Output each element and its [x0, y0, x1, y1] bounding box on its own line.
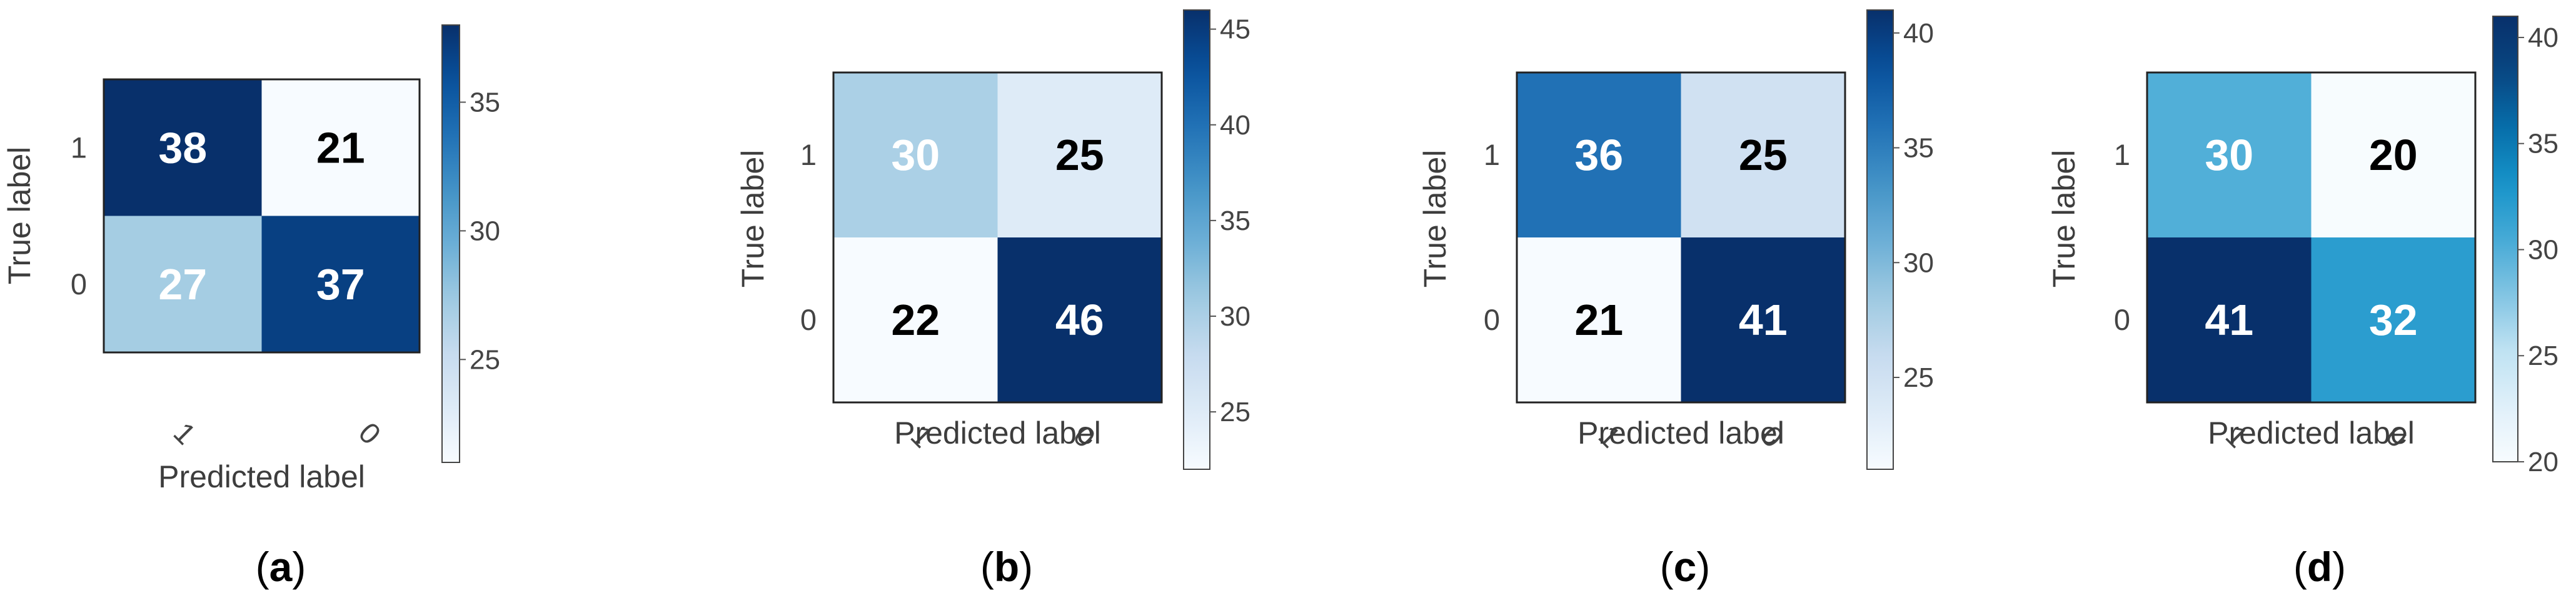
cell-value-label: 25 — [1739, 131, 1788, 179]
y-tick-label: 0 — [1484, 303, 1500, 336]
cell-value-label: 46 — [1055, 296, 1104, 344]
cell-value-label: 41 — [2205, 296, 2253, 344]
cell-value-label: 30 — [891, 131, 940, 179]
colorbar-tick-label: 35 — [2528, 129, 2558, 159]
matrix-frame — [103, 78, 421, 354]
cell-value-label: 36 — [1574, 131, 1623, 179]
heatmap-cell — [261, 79, 420, 216]
cell-value-label: 32 — [2369, 296, 2418, 344]
colorbar — [1183, 9, 1210, 470]
colorbar-tick-label: 30 — [470, 216, 500, 246]
panel-a: 38 21 27 37 1 0 1 0 True label Predicted label 25 3… — [2, 24, 500, 590]
x-tick-label: 0 — [353, 416, 388, 451]
cell-value-label: 41 — [1739, 296, 1788, 344]
colorbar-tick-label: 30 — [2528, 234, 2558, 265]
heatmap-cell — [1517, 72, 1681, 237]
colorbar-tick-label: 25 — [1220, 397, 1250, 427]
colorbar-tick-label: 25 — [470, 344, 500, 375]
y-axis-label: True label — [2046, 150, 2081, 287]
y-tick-label: 1 — [1484, 138, 1500, 171]
colorbar-tick-label: 30 — [1903, 247, 1934, 278]
cell-value-label: 22 — [891, 296, 940, 344]
heatmap-cell — [833, 72, 998, 237]
matrix-frame — [832, 71, 1163, 404]
matrix-frame — [2146, 71, 2477, 404]
cell-value-label: 20 — [2369, 131, 2418, 179]
heatmap-cell — [2147, 72, 2312, 237]
heatmap-cell — [2147, 237, 2312, 402]
colorbar-tick-label: 45 — [1220, 14, 1250, 45]
y-axis-label: True label — [735, 150, 770, 287]
subfigure-caption: (c) — [1660, 544, 1711, 590]
y-tick-label: 1 — [2114, 138, 2130, 171]
heatmap-cell — [833, 237, 998, 402]
colorbar-tick-label: 35 — [470, 87, 500, 118]
colorbar — [2492, 16, 2518, 462]
colorbar-tick-label: 25 — [2528, 341, 2558, 371]
x-axis-label: Predicted label — [894, 416, 1101, 451]
cell-value-label: 38 — [158, 123, 207, 172]
heatmap-cell — [997, 72, 1162, 237]
heatmap-cell — [104, 79, 262, 216]
heatmap-cell — [1681, 72, 1845, 237]
x-tick-label: 1 — [168, 416, 203, 451]
subfigure-caption: (d) — [2293, 544, 2346, 590]
y-axis-label: True label — [2, 147, 37, 284]
subfigure-caption: (a) — [256, 544, 306, 590]
y-tick-label: 0 — [2114, 303, 2130, 336]
colorbar — [1866, 9, 1894, 470]
x-axis-label: Predicted label — [2208, 416, 2415, 451]
x-axis-label: Predicted label — [158, 459, 365, 494]
heatmap-cell — [104, 216, 262, 352]
colorbar-tick-label: 35 — [1220, 206, 1250, 236]
cell-value-label: 25 — [1055, 131, 1104, 179]
colorbar — [441, 24, 460, 463]
colorbar-tick-label: 30 — [1220, 301, 1250, 332]
heatmap-cell — [2311, 72, 2475, 237]
colorbar-tick-label: 20 — [2528, 447, 2558, 477]
colorbar-tick-label: 40 — [1903, 18, 1934, 49]
heatmap-cell — [2311, 237, 2475, 402]
subfigure-caption: (b) — [980, 544, 1033, 590]
colorbar-tick-label: 25 — [1903, 362, 1934, 393]
cell-value-label: 21 — [1574, 296, 1623, 344]
y-tick-label: 0 — [800, 303, 817, 336]
cell-value-label: 21 — [316, 123, 365, 172]
colorbar-tick-label: 40 — [1220, 110, 1250, 141]
cell-value-label: 30 — [2205, 131, 2253, 179]
y-tick-label: 1 — [71, 131, 87, 164]
cell-value-label: 27 — [158, 260, 207, 309]
y-tick-label: 1 — [800, 138, 817, 171]
heatmap-cell — [1517, 237, 1681, 402]
heatmap-cell — [997, 237, 1162, 402]
heatmap-cell — [261, 216, 420, 352]
y-tick-label: 0 — [71, 267, 87, 301]
colorbar-tick-label: 40 — [2528, 22, 2558, 53]
matrix-frame — [1516, 71, 1846, 404]
y-axis-label: True label — [1417, 150, 1452, 287]
cell-value-label: 37 — [316, 260, 365, 309]
colorbar-tick-label: 35 — [1903, 133, 1934, 164]
heatmap-cell — [1681, 237, 1845, 402]
x-axis-label: Predicted label — [1577, 416, 1784, 451]
